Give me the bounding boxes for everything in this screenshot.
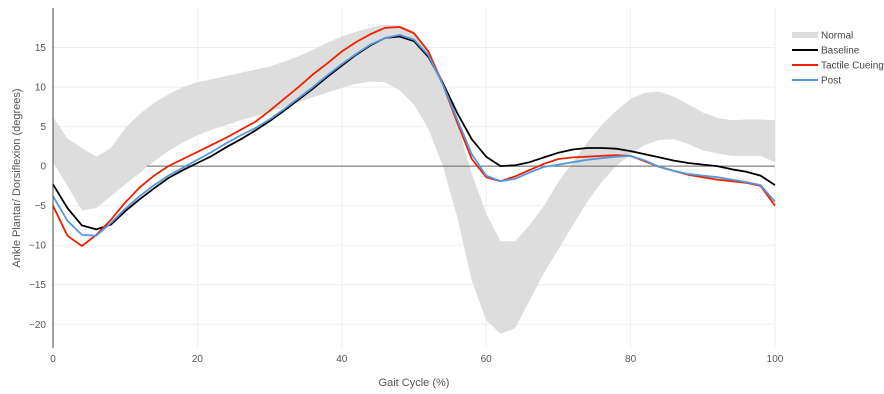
y-tick-label: −10 (29, 241, 46, 252)
series-lines-layer (52, 26, 776, 247)
x-tick-label: 0 (50, 354, 56, 365)
legend-label: Post (821, 76, 841, 87)
legend-label: Normal (821, 31, 853, 42)
legend-label: Baseline (821, 46, 860, 57)
y-tick-label: 15 (35, 43, 47, 54)
y-tick-label: −20 (29, 320, 46, 331)
y-tick-label: 10 (35, 83, 47, 94)
y-tick-label: 0 (40, 162, 46, 173)
legend-item-baseline[interactable]: Baseline (792, 46, 860, 57)
x-tick-label: 20 (192, 354, 204, 365)
y-tick-labels: −20 −15 −10 −5 0 5 10 15 (29, 43, 46, 331)
y-tick-label: −15 (29, 280, 46, 291)
x-axis-title: Gait Cycle (%) (379, 377, 450, 389)
y-tick-label: 5 (40, 122, 46, 133)
series-line-baseline (52, 35, 776, 231)
legend-label: Tactile Cueing (821, 61, 884, 72)
x-tick-label: 100 (767, 354, 784, 365)
x-tick-label: 40 (336, 354, 348, 365)
x-tick-labels: 0 20 40 60 80 100 (50, 354, 784, 365)
legend-swatch (792, 32, 818, 38)
normal-band-layer (53, 24, 775, 334)
legend-item-tactile-cueing[interactable]: Tactile Cueing (792, 61, 884, 72)
legend-item-post[interactable]: Post (792, 76, 841, 87)
x-tick-label: 60 (481, 354, 493, 365)
x-tick-label: 80 (625, 354, 637, 365)
series-line-post (52, 34, 776, 237)
legend-item-normal[interactable]: Normal (792, 31, 853, 42)
legend[interactable]: Normal Baseline Tactile Cueing Post (792, 31, 884, 87)
y-axis-title: Ankle Plantar/ Dorsiflexion (degrees) (11, 88, 23, 267)
y-tick-label: −5 (35, 201, 47, 212)
normal-band (53, 24, 775, 334)
